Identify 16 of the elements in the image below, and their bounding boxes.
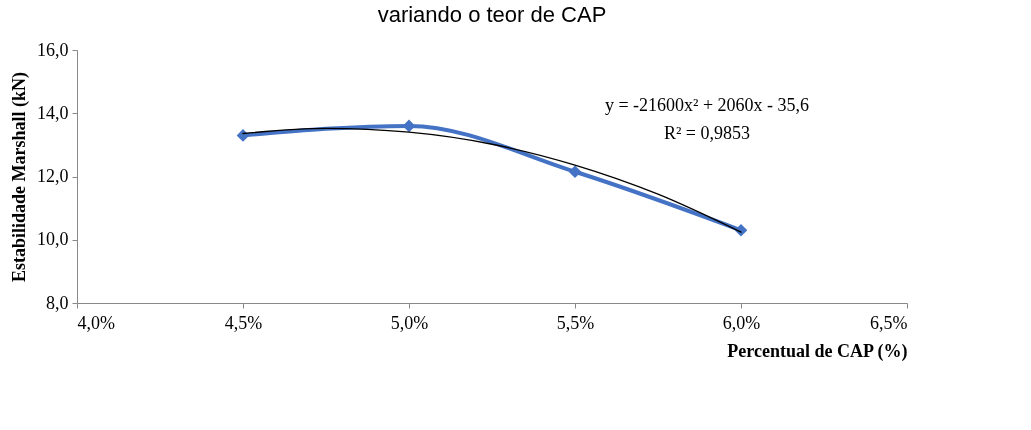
x-tick-label: 5,5% [556,312,595,333]
chart-title: variando o teor de CAP [377,2,607,27]
x-tick-label: 4,5% [224,312,263,333]
x-tick-label: 5,0% [390,312,429,333]
x-axis-title: Percentual de CAP (%) [727,340,908,362]
x-tick-label: 6,0% [722,312,761,333]
x-tick-label: 4,0% [77,312,115,333]
y-tick-label: 14,0 [37,102,69,123]
y-tick-label: 16,0 [37,39,69,60]
annotation: y = -21600x² + 2060x - 35,6 [604,95,810,115]
y-tick-label: 10,0 [37,229,69,250]
y-tick-label: 12,0 [37,166,69,186]
x-tick-label: 6,5% [870,312,908,333]
y-axis-title: Estabilidade Marshall (kN) [9,71,30,283]
annotation: R² = 0,9853 [663,123,751,143]
y-tick-label: 8,0 [46,292,69,313]
